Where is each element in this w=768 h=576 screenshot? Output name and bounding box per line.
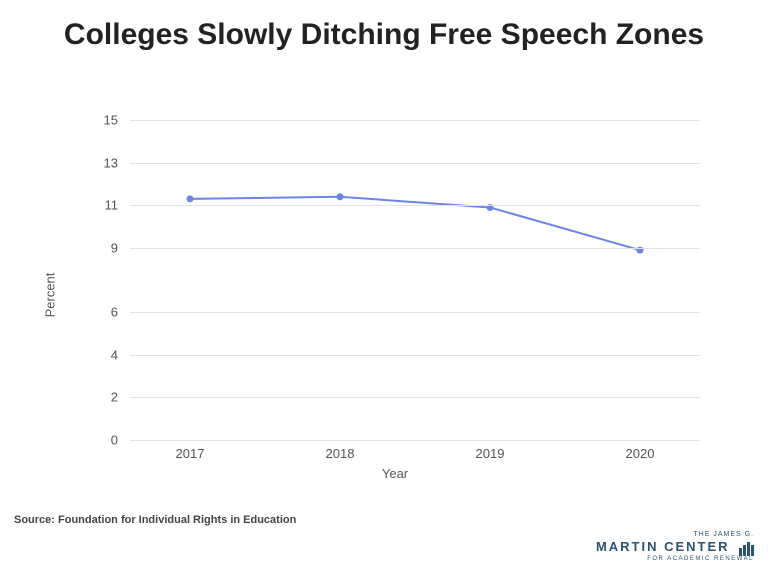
x-tick-label: 2019 — [460, 446, 520, 461]
y-tick-label: 0 — [88, 433, 118, 448]
publisher-logo: THE JAMES G. MARTIN CENTER FOR ACADEMIC … — [596, 531, 754, 562]
y-tick-label: 15 — [88, 113, 118, 128]
y-tick-label: 4 — [88, 347, 118, 362]
logo-line2: MARTIN CENTER — [596, 539, 730, 554]
gridline — [130, 397, 700, 398]
gridline — [130, 312, 700, 313]
line-series-svg — [130, 120, 700, 440]
plot-area — [130, 120, 700, 440]
source-attribution: Source: Foundation for Individual Rights… — [14, 514, 296, 526]
gridline — [130, 440, 700, 441]
data-point — [187, 195, 194, 202]
logo-line3: FOR ACADEMIC RENEWAL — [596, 556, 754, 562]
y-axis-title: Percent — [43, 273, 58, 318]
x-tick-label: 2018 — [310, 446, 370, 461]
gridline — [130, 163, 700, 164]
gridline — [130, 205, 700, 206]
x-tick-label: 2020 — [610, 446, 670, 461]
chart-title: Colleges Slowly Ditching Free Speech Zon… — [0, 0, 768, 53]
x-tick-label: 2017 — [160, 446, 220, 461]
y-tick-label: 6 — [88, 305, 118, 320]
data-point — [337, 193, 344, 200]
x-axis-title: Year — [382, 466, 408, 481]
logo-bars-icon — [738, 538, 754, 556]
logo-line1: THE JAMES G. — [596, 531, 754, 538]
chart-container: Percent Year 024691113152017201820192020 — [90, 120, 700, 470]
y-tick-label: 9 — [88, 241, 118, 256]
y-tick-label: 11 — [88, 198, 118, 213]
gridline — [130, 355, 700, 356]
gridline — [130, 248, 700, 249]
gridline — [130, 120, 700, 121]
y-tick-label: 2 — [88, 390, 118, 405]
y-tick-label: 13 — [88, 155, 118, 170]
